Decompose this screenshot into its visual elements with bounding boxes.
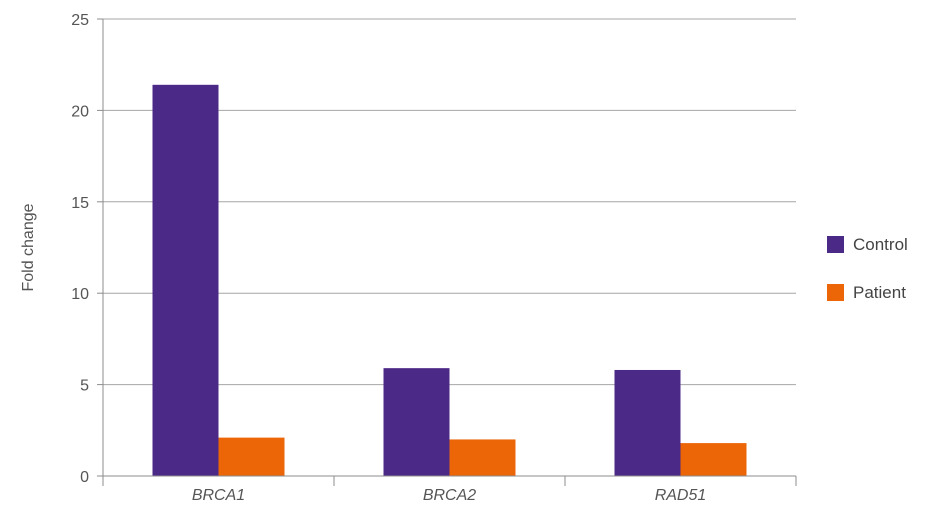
y-axis-title: Fold change — [20, 203, 37, 291]
bar-patient-rad51 — [680, 443, 747, 476]
legend: Control Patient — [827, 235, 908, 302]
y-tick-label: 15 — [71, 195, 89, 212]
y-axis-ticks: 0 5 10 15 20 25 — [71, 12, 103, 486]
legend-swatch-patient — [827, 284, 844, 301]
bars — [152, 84, 747, 477]
y-tick-label: 10 — [71, 286, 89, 303]
x-tick-label: BRCA1 — [192, 487, 245, 504]
x-axis-ticks: BRCA1 BRCA2 RAD51 — [192, 476, 797, 504]
y-tick-label: 25 — [71, 12, 89, 29]
legend-label-patient: Patient — [853, 283, 906, 302]
bar-control-rad51 — [614, 369, 681, 476]
bar-control-brca2 — [383, 368, 450, 476]
legend-swatch-control — [827, 236, 844, 253]
bar-patient-brca2 — [449, 439, 516, 476]
y-tick-label: 20 — [71, 103, 89, 120]
axes — [102, 19, 796, 486]
bar-patient-brca1 — [218, 437, 285, 476]
y-tick-label: 0 — [80, 469, 89, 486]
x-tick-label: RAD51 — [655, 487, 707, 504]
bar-control-brca1 — [152, 84, 219, 477]
y-tick-label: 5 — [80, 378, 89, 395]
x-tick-label: BRCA2 — [423, 487, 476, 504]
legend-label-control: Control — [853, 235, 908, 254]
